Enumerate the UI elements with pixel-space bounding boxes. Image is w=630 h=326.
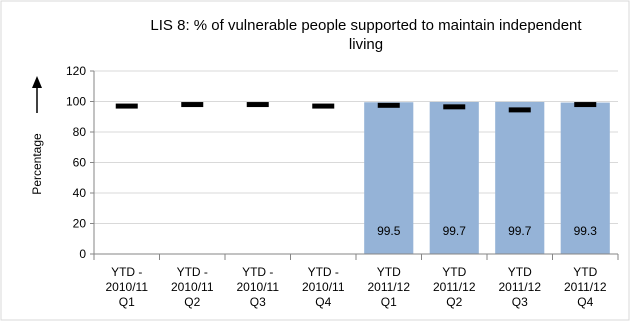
x-tick-label: Q3	[250, 295, 266, 309]
x-tick-label: YTD	[442, 265, 466, 279]
dash-marker	[312, 103, 335, 109]
bar-series	[364, 101, 610, 255]
x-tick-label: YTD -	[242, 265, 273, 279]
x-tick-label: Q4	[315, 295, 331, 309]
data-label: 99.5	[377, 224, 401, 238]
y-tick-label: 60	[73, 156, 87, 170]
x-tick-label: YTD -	[177, 265, 208, 279]
bar	[364, 102, 414, 254]
y-tick-label: 120	[66, 64, 86, 78]
bar	[495, 101, 545, 255]
x-tick-label: Q3	[512, 295, 528, 309]
x-tick-label: YTD -	[111, 265, 142, 279]
x-tick-label: 2010/11	[106, 280, 149, 294]
data-label: 99.7	[443, 224, 467, 238]
y-tick-label: 40	[73, 186, 87, 200]
x-tick-label: 2011/12	[433, 280, 476, 294]
y-tick-label: 100	[66, 95, 86, 109]
axes	[93, 71, 619, 260]
marker-series	[115, 102, 597, 113]
x-tick-label: Q2	[446, 295, 462, 309]
dash-marker	[246, 102, 269, 108]
x-tick-label: Q1	[119, 295, 135, 309]
y-axis-arrow	[32, 76, 42, 113]
chart-title-line-1: LIS 8: % of vulnerable people supported …	[150, 17, 582, 34]
x-tick-label: Q2	[184, 295, 200, 309]
x-tick-label: YTD	[508, 265, 532, 279]
y-tick-label: 80	[73, 125, 87, 139]
y-tick-label: 20	[73, 217, 87, 231]
dash-marker	[508, 107, 531, 113]
dash-marker	[181, 102, 204, 108]
y-tick-label: 0	[79, 247, 86, 261]
x-tick-label: 2011/12	[499, 280, 542, 294]
data-label: 99.7	[508, 224, 532, 238]
x-tick-label: 2011/12	[368, 280, 411, 294]
dash-marker	[115, 103, 138, 109]
y-axis-label: Percentage	[30, 133, 44, 195]
x-tick-label: 2010/11	[171, 280, 214, 294]
dash-marker	[574, 102, 597, 108]
x-tick-label: 2010/11	[302, 280, 345, 294]
bar	[429, 101, 479, 255]
x-tick-label: 2011/12	[564, 280, 607, 294]
dash-marker	[377, 102, 400, 108]
x-tick-label: Q1	[381, 295, 397, 309]
data-label: 99.3	[574, 224, 598, 238]
dash-marker	[443, 104, 466, 110]
bar	[560, 102, 610, 254]
x-tick-label: YTD	[377, 265, 401, 279]
x-tick-label: YTD -	[308, 265, 339, 279]
x-tick-label: Q4	[577, 295, 593, 309]
x-tick-label: YTD	[573, 265, 597, 279]
chart-title-line-2: living	[349, 36, 383, 53]
data-labels: 99.5 99.7 99.7 99.3	[377, 224, 597, 238]
y-tick-labels: 0 20 40 60 80 100 120	[66, 64, 86, 261]
x-tick-label: 2010/11	[237, 280, 280, 294]
